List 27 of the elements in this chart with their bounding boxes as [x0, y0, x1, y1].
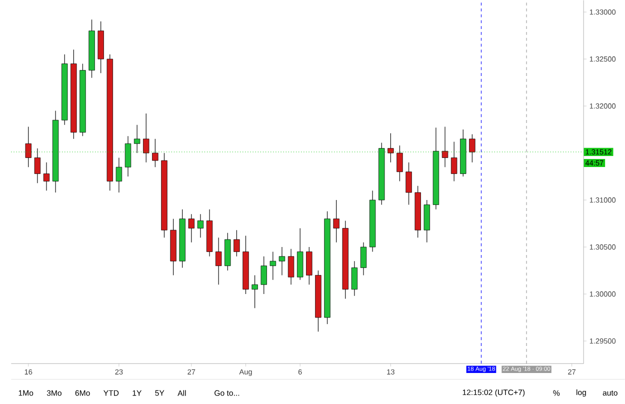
candlestick — [306, 246, 312, 285]
candlestick — [124, 136, 132, 177]
candlestick — [270, 252, 276, 280]
candlestick — [442, 126, 448, 168]
candlestick — [252, 275, 258, 308]
candlestick — [360, 242, 367, 276]
candlestick — [25, 126, 32, 168]
candlestick — [152, 138, 158, 168]
candlestick — [388, 133, 394, 163]
candlestick — [143, 113, 150, 163]
candlestick — [234, 230, 240, 257]
candlestick — [469, 134, 476, 163]
candlestick — [450, 142, 458, 182]
candlestick — [43, 162, 50, 191]
candlestick — [288, 248, 294, 285]
candlestick — [116, 158, 122, 193]
candlestick — [396, 145, 403, 182]
candlestick — [278, 246, 286, 276]
candlestick — [260, 256, 267, 294]
candlestick — [197, 214, 204, 238]
candlestick — [188, 214, 194, 243]
candlestick — [134, 124, 140, 154]
candlestick — [333, 200, 340, 243]
candlestick — [351, 260, 358, 296]
candlestick — [215, 237, 222, 285]
candlestick — [34, 148, 41, 184]
candlestick — [406, 162, 412, 206]
